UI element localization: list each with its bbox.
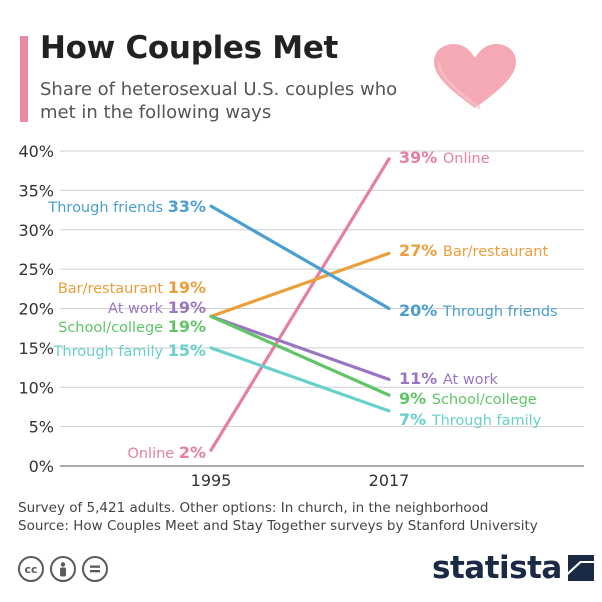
- y-tick-label: 5%: [29, 418, 54, 437]
- chart-title: How Couples Met: [40, 30, 339, 66]
- chart-subtitle: Share of heterosexual U.S. couples who m…: [40, 79, 398, 123]
- data-label-1995: At work 19%: [108, 298, 206, 317]
- x-tick-label: 1995: [191, 471, 232, 490]
- brand-logo[interactable]: statista: [432, 550, 594, 586]
- survey-note: Survey of 5,421 adults. Other options: I…: [18, 500, 489, 516]
- y-tick-label: 10%: [18, 378, 54, 397]
- y-tick-label: 20%: [18, 300, 54, 319]
- series-line-through-friends: [209, 204, 391, 311]
- heart-icon: [434, 44, 516, 110]
- y-tick-label: 0%: [29, 457, 54, 476]
- statista-mark-icon: [567, 555, 594, 581]
- data-label-2017: 9% School/college: [399, 389, 537, 408]
- y-tick-label: 15%: [18, 339, 54, 358]
- series-line-school-college: [209, 314, 391, 397]
- data-label-2017: 20% Through friends: [399, 301, 558, 320]
- data-label-1995: Bar/restaurant 19%: [58, 278, 206, 297]
- data-label-2017: 11% At work: [399, 369, 499, 388]
- title-accent-bar: [20, 36, 28, 122]
- data-label-1995: Online 2%: [127, 443, 206, 462]
- y-tick-label: 40%: [18, 142, 54, 161]
- x-tick-label: 2017: [369, 471, 410, 490]
- source-note: Source: How Couples Meet and Stay Togeth…: [18, 518, 538, 534]
- data-label-2017: 27% Bar/restaurant: [399, 241, 548, 260]
- attribution-icon[interactable]: [50, 556, 76, 582]
- chart-notes: Survey of 5,421 adults. Other options: I…: [18, 499, 538, 535]
- data-label-2017: 39% Online: [399, 148, 490, 167]
- cc-icon[interactable]: cc: [18, 556, 44, 582]
- series-line-bar-restaurant: [209, 251, 391, 318]
- y-tick-label: 30%: [18, 221, 54, 240]
- series-line-at-work: [209, 314, 391, 381]
- line-chart: 0% 5% 10% 15% 20% 25% 30% 35% 40% 1995 2017 Online …: [18, 142, 584, 490]
- data-label-1995: Through family 15%: [53, 341, 206, 360]
- data-label-1995: School/college 19%: [58, 317, 206, 336]
- series-line-through-family: [209, 346, 391, 413]
- data-label-1995: Through friends 33%: [47, 197, 206, 216]
- brand-name: statista: [432, 550, 562, 586]
- no-derivatives-icon[interactable]: [82, 556, 108, 582]
- y-tick-label: 25%: [18, 260, 54, 279]
- data-label-2017: 7% Through family: [399, 410, 542, 429]
- license-icons: cc: [18, 556, 108, 582]
- series-line-online: [209, 157, 391, 452]
- y-tick-label: 35%: [18, 181, 54, 200]
